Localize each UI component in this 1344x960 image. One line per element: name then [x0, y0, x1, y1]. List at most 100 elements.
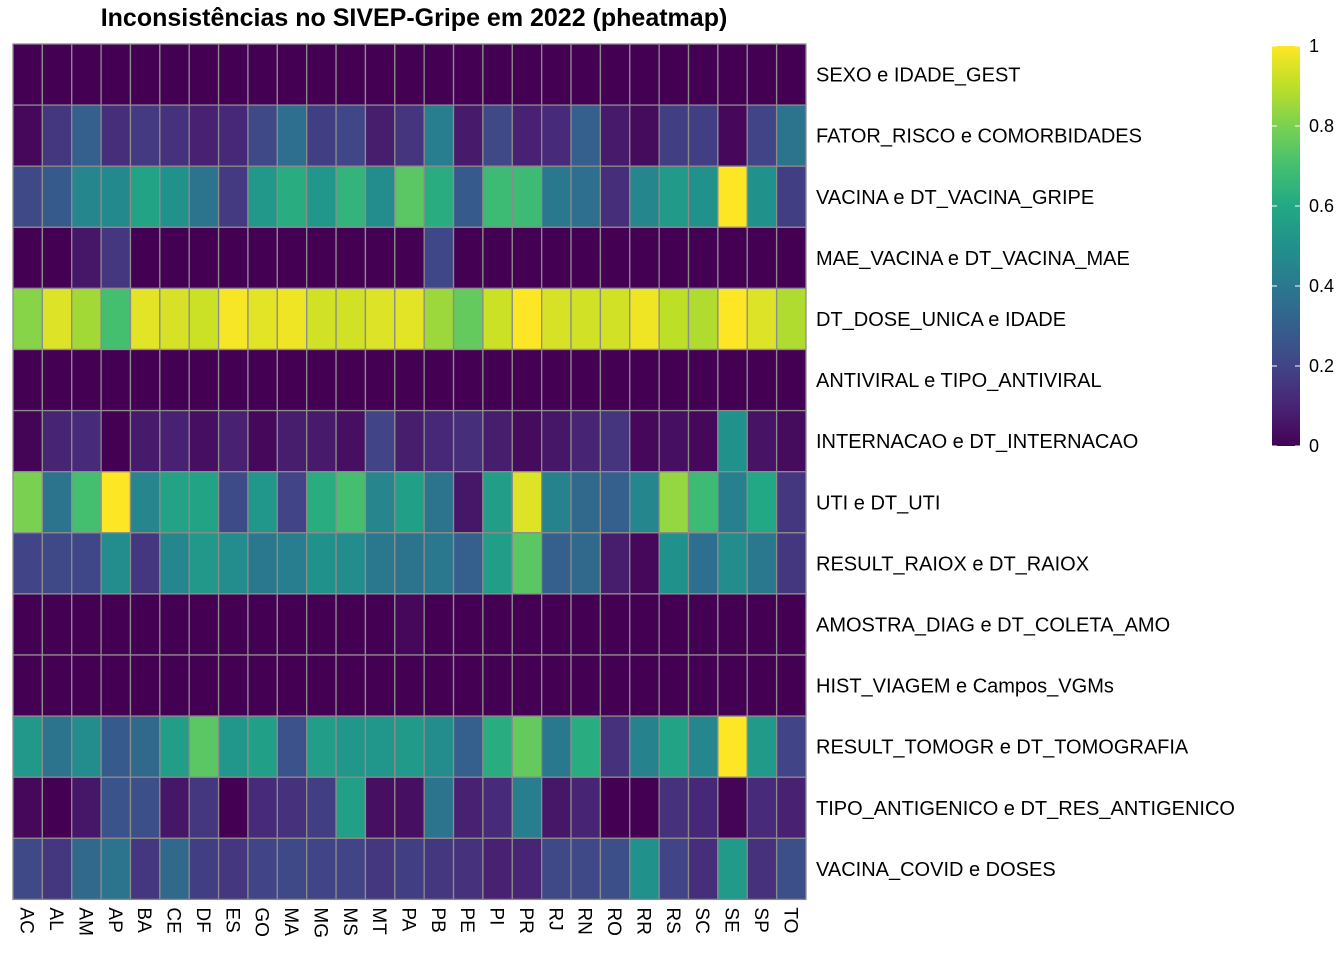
- row-label: RESULT_RAIOX e DT_RAIOX: [816, 553, 1089, 575]
- heatmap-cell: [247, 43, 278, 106]
- heatmap-cell: [247, 776, 278, 839]
- column-label: PA: [398, 907, 419, 931]
- heatmap-cell: [511, 104, 543, 167]
- heatmap-cell: [100, 165, 132, 228]
- heatmap-cell: [41, 287, 73, 351]
- heatmap-cell: [71, 654, 102, 717]
- heatmap-cell: [394, 348, 425, 412]
- heatmap-cell: [100, 654, 132, 717]
- heatmap-cell: [364, 165, 396, 228]
- heatmap-cell: [746, 837, 778, 901]
- legend-tick-label: 0: [1309, 436, 1319, 456]
- heatmap-cell: [129, 715, 161, 778]
- heatmap-cell: [306, 409, 337, 473]
- heatmap-cell: [394, 226, 425, 290]
- heatmap-cell: [687, 226, 719, 290]
- heatmap-cell: [511, 43, 543, 106]
- heatmap-cell: [71, 593, 102, 656]
- heatmap-cell: [335, 104, 367, 167]
- heatmap-cell: [217, 776, 249, 839]
- heatmap-cell: [717, 287, 748, 351]
- heatmap-cell: [717, 409, 748, 473]
- heatmap-cell: [71, 471, 102, 534]
- heatmap-cell: [717, 104, 748, 167]
- heatmap-cell: [247, 654, 278, 717]
- heatmap-cell: [541, 409, 572, 473]
- legend-tick-label: 0.2: [1309, 356, 1334, 376]
- heatmap-cell: [364, 593, 396, 656]
- heatmap-cell: [452, 348, 484, 412]
- heatmap-cell: [129, 593, 161, 656]
- heatmap-cell: [217, 287, 249, 351]
- heatmap-cell: [247, 104, 278, 167]
- heatmap-cell: [423, 654, 455, 717]
- heatmap-cell: [629, 43, 660, 106]
- heatmap-cell: [775, 287, 807, 351]
- heatmap-cell: [364, 776, 396, 839]
- heatmap-cell: [188, 471, 220, 534]
- heatmap-cell: [775, 532, 807, 595]
- heatmap-cell: [746, 654, 778, 717]
- row-label: SEXO e IDADE_GEST: [816, 65, 1021, 87]
- heatmap-cell: [41, 409, 73, 473]
- heatmap-cell: [599, 287, 631, 351]
- heatmap-cell: [276, 165, 308, 228]
- heatmap-cell: [452, 165, 484, 228]
- heatmap-cell: [482, 348, 513, 412]
- heatmap-cell: [129, 532, 161, 595]
- column-label: ES: [221, 907, 242, 932]
- heatmap-cell: [629, 348, 660, 412]
- heatmap-cell: [687, 287, 719, 351]
- heatmap-cell: [217, 226, 249, 290]
- column-label: AM: [74, 907, 95, 936]
- heatmap-cell: [658, 226, 690, 290]
- heatmap-cell: [570, 104, 602, 167]
- heatmap-cell: [71, 165, 102, 228]
- heatmap-cell: [541, 104, 572, 167]
- heatmap-cell: [423, 165, 455, 228]
- heatmap-cell: [159, 715, 190, 778]
- column-label: TO: [779, 907, 800, 933]
- heatmap-cell: [276, 287, 308, 351]
- heatmap-cell: [452, 532, 484, 595]
- heatmap-cell: [364, 715, 396, 778]
- heatmap-cell: [364, 226, 396, 290]
- heatmap-cell: [511, 409, 543, 473]
- heatmap-cell: [394, 715, 425, 778]
- heatmap-cell: [159, 776, 190, 839]
- row-label: INTERNACAO e DT_INTERNACAO: [816, 431, 1138, 453]
- heatmap-cell: [276, 409, 308, 473]
- heatmap-cell: [41, 593, 73, 656]
- heatmap-cell: [71, 715, 102, 778]
- row-label: VACINA_COVID e DOSES: [816, 859, 1056, 881]
- heatmap-cell: [247, 471, 278, 534]
- heatmap-cell: [687, 837, 719, 901]
- heatmap-cell: [364, 837, 396, 901]
- row-label: FATOR_RISCO e COMORBIDADES: [816, 126, 1142, 148]
- heatmap-cell: [247, 226, 278, 290]
- heatmap-cell: [159, 287, 190, 351]
- row-label: TIPO_ANTIGENICO e DT_RES_ANTIGENICO: [816, 798, 1235, 820]
- heatmap-cell: [100, 715, 132, 778]
- heatmap-cell: [71, 348, 102, 412]
- heatmap-cell: [12, 715, 44, 778]
- heatmap-cell: [394, 654, 425, 717]
- heatmap-cell: [276, 348, 308, 412]
- heatmap-cell: [629, 532, 660, 595]
- heatmap-cell: [12, 43, 44, 106]
- heatmap-cell: [423, 593, 455, 656]
- row-labels: SEXO e IDADE_GEST FATOR_RISCO e COMORBIDA…: [816, 65, 1235, 881]
- heatmap-cell: [12, 226, 44, 290]
- heatmap-cell: [188, 287, 220, 351]
- heatmap-cell: [41, 43, 73, 106]
- heatmap-cell: [423, 226, 455, 290]
- heatmap-cell: [276, 654, 308, 717]
- heatmap-cell: [746, 226, 778, 290]
- heatmap-cell: [306, 593, 337, 656]
- heatmap-cell: [335, 776, 367, 839]
- heatmap-cell: [687, 715, 719, 778]
- heatmap-cell: [541, 776, 572, 839]
- heatmap-cell: [364, 104, 396, 167]
- heatmap-cell: [599, 471, 631, 534]
- heatmap-cell: [570, 287, 602, 351]
